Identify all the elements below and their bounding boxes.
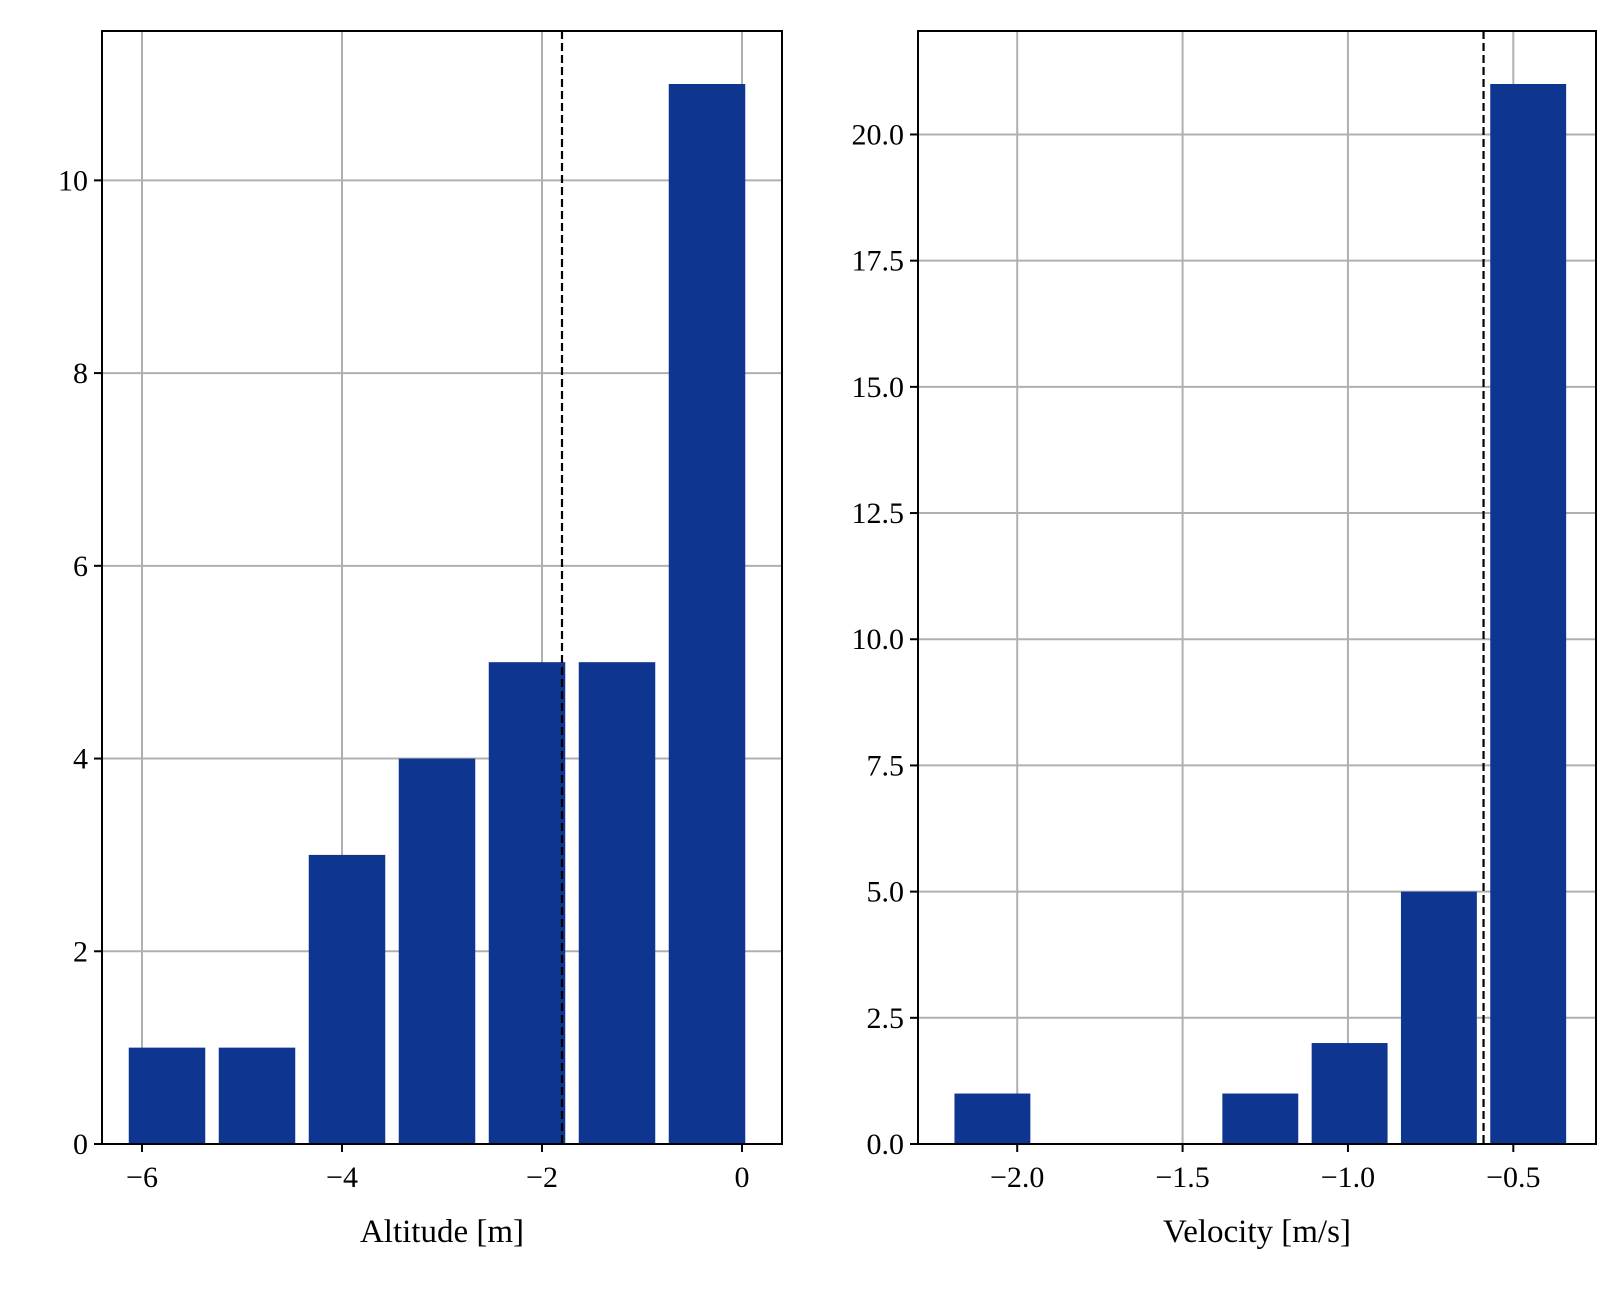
altitude-x-axis-label: Altitude [m] bbox=[360, 1214, 524, 1250]
altitude-bar-0 bbox=[128, 1047, 206, 1144]
altitude-x-tick-label-1: −4 bbox=[326, 1161, 358, 1194]
velocity-bar-3 bbox=[1222, 1093, 1299, 1144]
velocity-y-tick-label-2: 5.0 bbox=[867, 876, 905, 909]
velocity-bar-5 bbox=[1400, 891, 1477, 1144]
altitude-y-tick-label-4: 8 bbox=[73, 357, 88, 390]
velocity-bar-6 bbox=[1490, 84, 1567, 1144]
velocity-y-tick-label-5: 12.5 bbox=[852, 497, 905, 530]
velocity-bar-4 bbox=[1311, 1043, 1388, 1144]
altitude-bar-3 bbox=[398, 758, 476, 1144]
velocity-y-tick-label-6: 15.0 bbox=[852, 371, 905, 404]
altitude-bar-1 bbox=[218, 1047, 296, 1144]
velocity-x-axis-label: Velocity [m/s] bbox=[1163, 1214, 1351, 1250]
velocity-y-tick-label-0: 0.0 bbox=[867, 1128, 905, 1161]
altitude-x-tick-label-3: 0 bbox=[735, 1161, 750, 1194]
altitude-y-tick-label-1: 2 bbox=[73, 935, 88, 968]
velocity-y-tick-label-7: 17.5 bbox=[852, 245, 905, 278]
altitude-bar-4 bbox=[488, 662, 566, 1144]
velocity-x-tick-label-1: −1.5 bbox=[1155, 1161, 1209, 1194]
velocity-x-tick-label-3: −0.5 bbox=[1486, 1161, 1540, 1194]
velocity-axes-frame bbox=[917, 30, 1597, 1145]
velocity-y-tick-label-1: 2.5 bbox=[867, 1002, 905, 1035]
velocity-x-tick-label-0: −2.0 bbox=[990, 1161, 1044, 1194]
altitude-x-tick-label-2: −2 bbox=[526, 1161, 558, 1194]
altitude-x-tick-label-0: −6 bbox=[126, 1161, 158, 1194]
altitude-y-tick-label-0: 0 bbox=[73, 1128, 88, 1161]
velocity-y-tick-label-8: 20.0 bbox=[852, 118, 905, 151]
velocity-x-tick-label-2: −1.0 bbox=[1321, 1161, 1375, 1194]
velocity-bar-0 bbox=[954, 1093, 1031, 1144]
altitude-bar-2 bbox=[308, 854, 386, 1144]
altitude-axes-frame bbox=[101, 30, 783, 1145]
altitude-y-tick-label-5: 10 bbox=[58, 164, 88, 197]
altitude-bar-5 bbox=[578, 662, 656, 1144]
velocity-y-tick-label-3: 7.5 bbox=[867, 749, 905, 782]
altitude-y-tick-label-3: 6 bbox=[73, 550, 88, 583]
velocity-y-tick-label-4: 10.0 bbox=[852, 623, 905, 656]
altitude-histogram-panel: −6 −4 −2 0 0 2 4 6 8 10 Altitude [m] bbox=[58, 30, 783, 1250]
altitude-y-tick-label-2: 4 bbox=[73, 743, 88, 776]
altitude-bar-6 bbox=[668, 84, 746, 1144]
velocity-histogram-panel: −2.0 −1.5 −1.0 −0.5 0.0 2.5 5.0 7.5 10.0 12.5 15.0… bbox=[852, 30, 1597, 1250]
